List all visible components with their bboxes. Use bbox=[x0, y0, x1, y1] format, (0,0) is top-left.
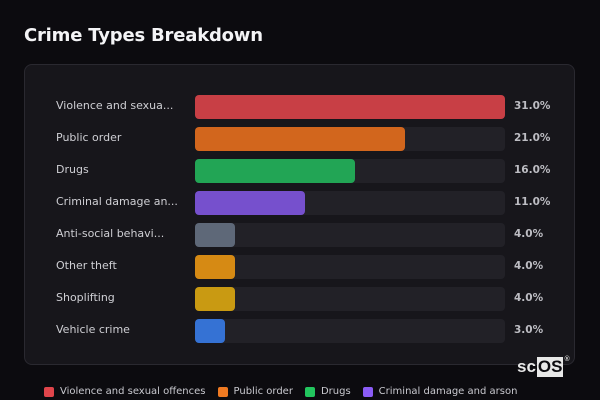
legend-item[interactable]: Criminal damage and arson bbox=[362, 386, 518, 397]
bar-value: 11.0% bbox=[514, 196, 551, 208]
bar-row[interactable]: Anti-social behavi... 4.0% bbox=[25, 223, 574, 247]
chart-panel: Violence and sexua... 31.0% Public order 21… bbox=[24, 64, 575, 365]
legend-swatch-icon bbox=[304, 386, 315, 397]
bar-fill[interactable] bbox=[195, 319, 225, 343]
bar-label: Public order bbox=[56, 131, 122, 144]
legend-swatch-icon bbox=[44, 386, 54, 397]
bar-value: 4.0% bbox=[514, 292, 544, 304]
bar-value: 3.0% bbox=[514, 324, 544, 336]
bar-label: Vehicle crime bbox=[56, 323, 130, 336]
bar-label: Shoplifting bbox=[56, 291, 115, 304]
legend-label: Violence and sexual offences bbox=[60, 386, 206, 397]
bar-row[interactable]: Vehicle crime 3.0% bbox=[25, 319, 574, 343]
legend-item[interactable]: Drugs bbox=[304, 386, 351, 397]
bar-row[interactable]: Public order 21.0% bbox=[25, 127, 574, 151]
bar-label: Criminal damage an... bbox=[56, 195, 178, 208]
legend-label: Criminal damage and arson bbox=[378, 386, 518, 397]
bar-row[interactable]: Drugs 16.0% bbox=[25, 159, 574, 183]
bar-fill[interactable] bbox=[195, 223, 235, 247]
legend-swatch-icon bbox=[362, 386, 373, 397]
bar-value: 16.0% bbox=[514, 164, 551, 176]
bar-value: 4.0% bbox=[514, 260, 544, 272]
legend-label: Public order bbox=[233, 386, 293, 397]
bar-label: Other theft bbox=[56, 259, 117, 272]
bar-row[interactable]: Shoplifting 4.0% bbox=[25, 287, 574, 311]
bar-fill[interactable] bbox=[195, 255, 235, 279]
bar-label: Drugs bbox=[56, 163, 89, 176]
bar-track bbox=[195, 223, 505, 247]
bar-label: Anti-social behavi... bbox=[56, 227, 165, 240]
bar-row[interactable]: Other theft 4.0% bbox=[25, 255, 574, 279]
bar-fill[interactable] bbox=[195, 127, 405, 151]
logo-prefix: sc bbox=[517, 357, 536, 376]
legend-item[interactable]: Violence and sexual offences bbox=[44, 386, 206, 397]
bar-value: 31.0% bbox=[514, 100, 551, 112]
legend-item[interactable]: Public order bbox=[217, 386, 293, 397]
bar-value: 4.0% bbox=[514, 228, 544, 240]
bar-fill[interactable] bbox=[195, 287, 235, 311]
bar-fill[interactable] bbox=[195, 159, 355, 183]
bar-track bbox=[195, 287, 505, 311]
legend-swatch-icon bbox=[217, 386, 228, 397]
bar-track bbox=[195, 95, 505, 119]
registered-mark-icon: ® bbox=[564, 355, 570, 363]
bar-track bbox=[195, 127, 505, 151]
legend-label: Drugs bbox=[320, 386, 351, 397]
chart-title: Crime Types Breakdown bbox=[24, 25, 263, 46]
bar-track bbox=[195, 191, 505, 215]
bar-fill[interactable] bbox=[195, 95, 505, 119]
bar-row[interactable]: Criminal damage an... 11.0% bbox=[25, 191, 574, 215]
logo-highlight: OS bbox=[536, 357, 564, 377]
bar-value: 21.0% bbox=[514, 132, 551, 144]
bar-fill[interactable] bbox=[195, 191, 305, 215]
bar-track bbox=[195, 159, 505, 183]
bar-label: Violence and sexua... bbox=[56, 99, 174, 112]
scos-logo: sc OS ® bbox=[517, 355, 570, 377]
bar-track bbox=[195, 255, 505, 279]
bar-row[interactable]: Violence and sexua... 31.0% bbox=[25, 95, 574, 119]
bar-track bbox=[195, 319, 505, 343]
chart-legend: Violence and sexual offences Public order… bbox=[44, 386, 517, 397]
